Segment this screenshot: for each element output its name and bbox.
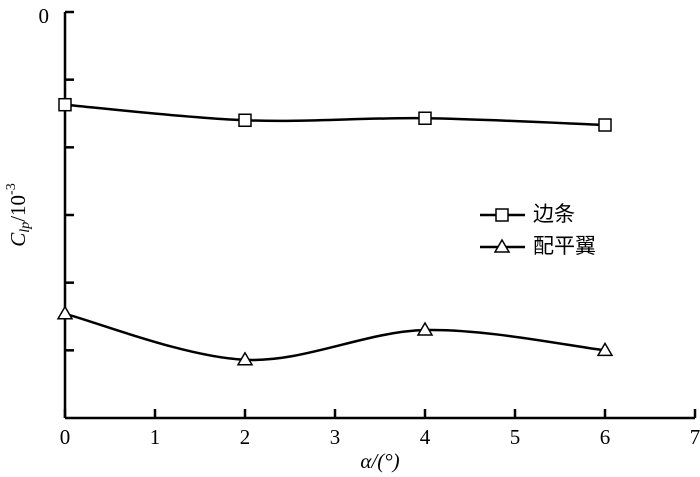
y-axis-label: Clp/10-3 — [4, 183, 33, 246]
marker — [596, 341, 614, 357]
y-label-rest: /10 — [6, 195, 30, 222]
y-label-base: C — [6, 232, 30, 247]
y-label-sub: lp — [18, 222, 33, 233]
series-line — [64, 103, 606, 127]
x-tick-label: 0 — [60, 425, 71, 449]
x-tick-label: 7 — [690, 425, 700, 449]
legend-label: 边条 — [533, 202, 575, 226]
series-line — [64, 312, 606, 362]
marker — [495, 208, 509, 222]
x-tick-label: 2 — [240, 425, 251, 449]
x-axis-label: α/(°) — [360, 449, 399, 473]
marker — [493, 238, 511, 253]
marker — [418, 111, 432, 125]
x-tick-label: 4 — [420, 425, 431, 449]
x-tick-label: 3 — [330, 425, 341, 449]
marker — [236, 351, 254, 366]
legend-label: 配平翼 — [533, 234, 596, 258]
y-tick-label: 0 — [39, 4, 50, 28]
marker — [598, 118, 612, 132]
x-tick-label: 6 — [600, 425, 611, 449]
marker — [56, 305, 74, 320]
y-label-sup: -3 — [4, 183, 19, 195]
x-tick-label: 5 — [510, 425, 521, 449]
marker — [58, 97, 72, 112]
x-tick-label: 1 — [150, 425, 161, 449]
marker — [416, 321, 434, 336]
marker — [238, 113, 252, 128]
